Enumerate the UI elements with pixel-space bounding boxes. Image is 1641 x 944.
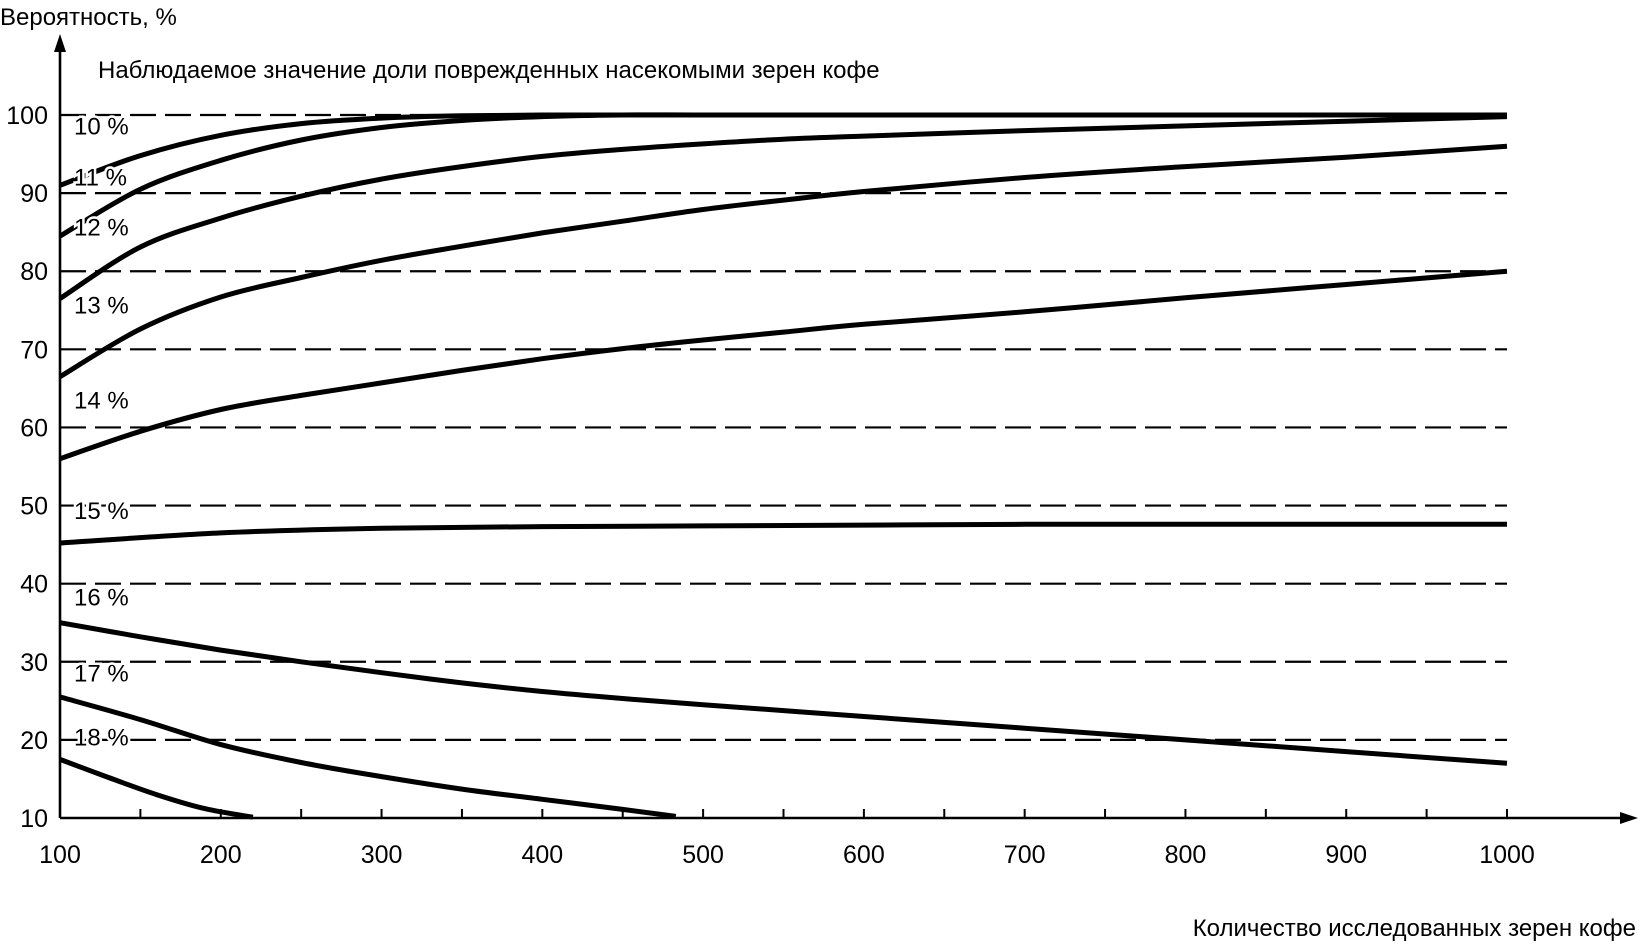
series-label-13: 13 % bbox=[74, 292, 129, 319]
series-curve-12 bbox=[58, 114, 1508, 301]
x-tick-label-200: 200 bbox=[200, 841, 242, 869]
y-tick-label-10: 10 bbox=[20, 805, 48, 833]
series-curve-11 bbox=[58, 112, 1507, 239]
x-tick-label-400: 400 bbox=[521, 841, 563, 869]
series-curve-14 bbox=[59, 268, 1508, 462]
series-label-11: 11 % bbox=[74, 164, 127, 191]
y-tick-label-100: 100 bbox=[6, 102, 48, 130]
x-tick-label-700: 700 bbox=[1004, 841, 1046, 869]
y-tick-label-20: 20 bbox=[20, 727, 48, 755]
x-tick-label-1000: 1000 bbox=[1479, 841, 1535, 869]
chart-subtitle: Наблюдаемое значение доли поврежденных н… bbox=[98, 57, 880, 84]
axes bbox=[54, 34, 1638, 824]
x-axis-title: Количество исследованных зерен кофе bbox=[1193, 915, 1636, 942]
series-label-17: 17 % bbox=[74, 660, 129, 687]
y-tick-label-60: 60 bbox=[20, 414, 48, 442]
ticks: 10 20 30 40 50 60 70 80 90 100 100 200 300 400 500 600 7… bbox=[6, 102, 1535, 869]
y-tick-label-80: 80 bbox=[20, 258, 48, 286]
x-tick-label-600: 600 bbox=[843, 841, 885, 869]
series-label-10: 10 % bbox=[74, 114, 129, 141]
series-label-12: 12 % bbox=[74, 214, 129, 241]
series-curve-10 bbox=[59, 112, 1507, 188]
y-tick-label-30: 30 bbox=[20, 649, 48, 677]
y-axis-arrow bbox=[54, 34, 66, 52]
x-tick-label-800: 800 bbox=[1165, 841, 1207, 869]
series-label-18: 18 % bbox=[74, 724, 129, 751]
x-tick-label-900: 900 bbox=[1325, 841, 1367, 869]
y-tick-label-50: 50 bbox=[20, 493, 48, 521]
x-axis-arrow bbox=[1620, 812, 1638, 824]
series-curve-18 bbox=[59, 757, 254, 820]
gridlines bbox=[60, 113, 1507, 741]
series-curve-13 bbox=[58, 143, 1508, 379]
series-labels: 10 % 11 % 12 % 13 % 14 % 15 % 16 % 17 % 18 % bbox=[72, 111, 132, 754]
y-axis-title: Вероятность, % bbox=[0, 4, 177, 31]
series-label-15: 15 % bbox=[74, 498, 129, 525]
x-tick-label-500: 500 bbox=[682, 841, 724, 869]
series-curves bbox=[58, 112, 1508, 820]
series-curve-16 bbox=[59, 620, 1508, 766]
y-tick-label-90: 90 bbox=[20, 180, 48, 208]
y-tick-label-70: 70 bbox=[20, 336, 48, 364]
series-label-16: 16 % bbox=[74, 585, 129, 612]
series-curve-15 bbox=[59, 521, 1507, 546]
series-label-14: 14 % bbox=[74, 388, 129, 415]
x-tick-label-300: 300 bbox=[361, 841, 403, 869]
x-tick-label-100: 100 bbox=[39, 841, 81, 869]
y-tick-label-40: 40 bbox=[20, 571, 48, 599]
series-curve-17 bbox=[59, 694, 677, 819]
